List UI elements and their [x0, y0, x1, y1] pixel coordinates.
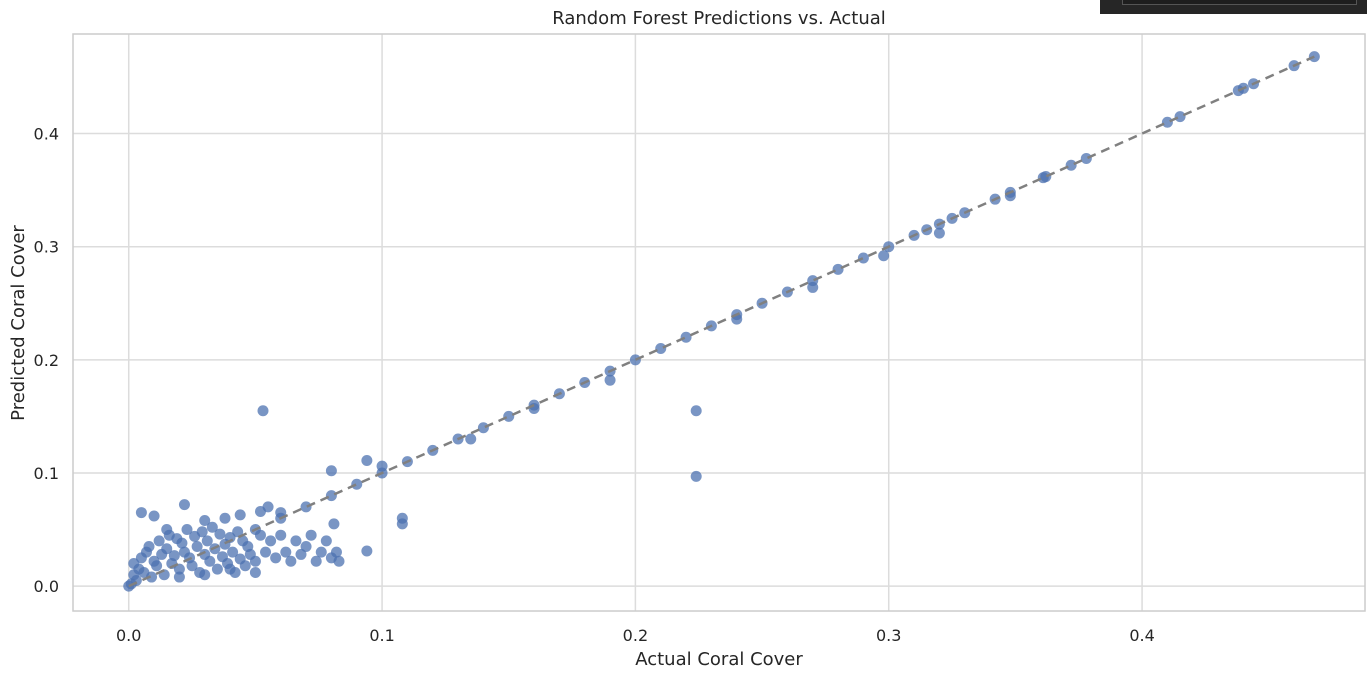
data-point: [214, 528, 226, 540]
data-point: [933, 227, 945, 239]
data-points: [123, 51, 1320, 592]
data-point: [204, 555, 216, 567]
data-point: [629, 354, 641, 366]
data-point: [265, 535, 277, 547]
data-point: [290, 535, 302, 547]
y-tick-label: 0.1: [34, 464, 59, 483]
x-axis-label: Actual Coral Cover: [635, 649, 803, 670]
x-tick-label: 0.4: [1129, 626, 1154, 645]
y-tick-label: 0.3: [34, 238, 59, 257]
data-point: [300, 501, 312, 513]
data-point: [300, 541, 312, 553]
y-axis-label: Predicted Coral Cover: [8, 225, 29, 421]
data-point: [135, 507, 147, 519]
data-point: [315, 546, 327, 558]
data-point: [191, 541, 203, 553]
data-point: [807, 281, 819, 293]
data-point: [465, 433, 477, 445]
data-point: [305, 529, 317, 541]
data-point: [604, 374, 616, 386]
data-point: [219, 512, 231, 524]
x-tick-label: 0.3: [876, 626, 901, 645]
x-tick-label: 0.1: [369, 626, 394, 645]
data-point: [330, 546, 342, 558]
data-point: [161, 543, 173, 555]
data-point: [275, 529, 287, 541]
data-point: [333, 555, 345, 567]
data-point: [168, 550, 180, 562]
data-point: [173, 563, 185, 575]
data-point: [878, 250, 890, 262]
data-point: [295, 548, 307, 560]
data-point: [201, 535, 213, 547]
data-point: [270, 552, 282, 564]
data-point: [224, 563, 236, 575]
data-point: [176, 537, 188, 549]
data-point: [262, 501, 274, 513]
data-point: [1161, 116, 1173, 128]
tick-labels: 0.0 0.1 0.2 0.3 0.4 0.0 0.1 0.2 0.3 0.4: [34, 125, 1155, 645]
ideal-fit-line: [128, 55, 1315, 588]
x-tick-label: 0.2: [623, 626, 648, 645]
data-point: [1080, 152, 1092, 164]
data-point: [655, 343, 667, 355]
data-point: [528, 402, 540, 414]
data-point: [396, 512, 408, 524]
data-point: [260, 546, 272, 558]
data-point: [153, 535, 165, 547]
data-point: [832, 263, 844, 275]
data-point: [148, 510, 160, 522]
data-point: [178, 499, 190, 511]
data-point: [161, 524, 173, 536]
data-point: [181, 524, 193, 536]
data-point: [249, 567, 261, 579]
data-point: [146, 571, 158, 583]
data-point: [257, 405, 269, 417]
grid-lines: [73, 34, 1365, 611]
data-point: [249, 555, 261, 567]
chart-title: Random Forest Predictions vs. Actual: [552, 8, 886, 29]
data-point: [173, 571, 185, 583]
data-point: [477, 422, 489, 434]
data-point: [351, 478, 363, 490]
data-point: [211, 563, 223, 575]
data-point: [857, 252, 869, 264]
data-point: [143, 541, 155, 553]
window-corner-inner: [1122, 0, 1357, 5]
y-tick-label: 0.0: [34, 577, 59, 596]
data-point: [232, 526, 244, 538]
data-point: [239, 560, 251, 572]
y-tick-label: 0.4: [34, 125, 59, 144]
data-point: [310, 555, 322, 567]
data-point: [361, 455, 373, 467]
x-tick-label: 0.0: [116, 626, 141, 645]
data-point: [196, 526, 208, 538]
data-point: [1040, 171, 1052, 183]
data-point: [328, 518, 340, 530]
y-tick-label: 0.2: [34, 351, 59, 370]
data-point: [151, 560, 163, 572]
data-point: [199, 569, 211, 581]
data-point: [227, 546, 239, 558]
data-point: [206, 521, 218, 533]
data-point: [199, 514, 211, 526]
plot-frame: [72, 33, 1366, 612]
data-point: [320, 535, 332, 547]
data-point: [280, 546, 292, 558]
data-point: [361, 545, 373, 557]
data-point: [680, 331, 692, 343]
data-point: [325, 490, 337, 502]
window-corner-strip: [1100, 0, 1367, 14]
data-point: [690, 470, 702, 482]
data-point: [690, 405, 702, 417]
data-point: [1065, 159, 1077, 171]
data-point: [234, 509, 246, 521]
data-point: [186, 560, 198, 572]
data-point: [325, 465, 337, 477]
data-point: [1174, 111, 1186, 123]
data-point: [503, 410, 515, 422]
data-point: [285, 555, 297, 567]
